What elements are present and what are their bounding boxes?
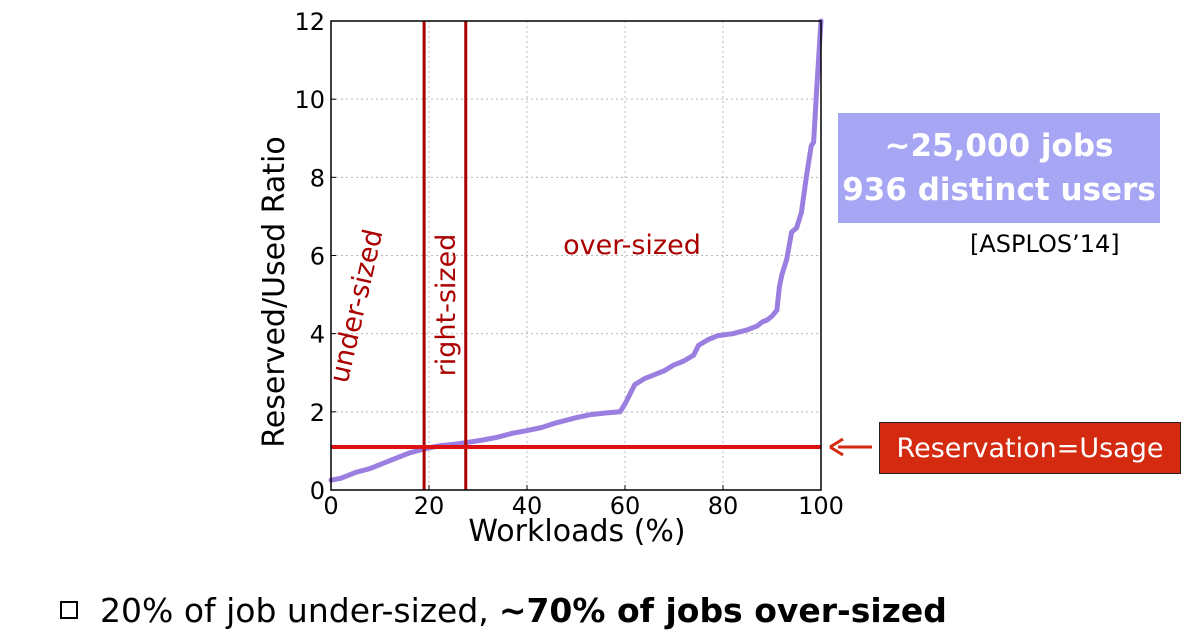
bullet-square-icon <box>60 601 78 619</box>
x-tick-label: 60 <box>610 492 641 520</box>
x-tick-label: 40 <box>512 492 543 520</box>
x-axis-label: Workloads (%) <box>468 514 685 549</box>
users-count: 936 distinct users <box>842 172 1156 208</box>
y-tick-label: 0 <box>310 477 325 505</box>
over-sized-label: over-sized <box>563 230 701 261</box>
y-axis-label: Reserved/Used Ratio <box>257 136 292 447</box>
bullet-point: 20% of job under-sized, ~70% of jobs ove… <box>60 585 947 635</box>
bullet-text: 20% of job under-sized, <box>100 590 489 630</box>
y-tick-label: 4 <box>310 321 325 349</box>
reference-lines <box>331 21 821 490</box>
tick-labels: 0 20 40 60 80 100 0 2 4 6 8 10 12 <box>294 8 843 520</box>
grid-lines <box>331 21 821 490</box>
y-tick-label: 2 <box>310 399 325 427</box>
y-tick-label: 8 <box>310 164 325 192</box>
x-tick-label: 0 <box>323 492 338 520</box>
citation: [ASPLOS’14] <box>970 230 1120 258</box>
callout-arrow <box>829 437 872 457</box>
x-tick-label: 80 <box>708 492 739 520</box>
right-sized-label: right-sized <box>431 234 462 377</box>
bullet-bold-text: ~70% of jobs over-sized <box>498 590 947 630</box>
jobs-count: ~25,000 jobs <box>884 128 1114 164</box>
x-tick-label: 20 <box>414 492 445 520</box>
reservation-usage-callout: Reservation=Usage <box>879 422 1181 474</box>
under-sized-label: under-sized <box>324 226 389 386</box>
y-tick-label: 12 <box>294 8 325 36</box>
y-tick-label: 10 <box>294 86 325 114</box>
y-tick-label: 6 <box>310 243 325 271</box>
x-tick-label: 100 <box>798 492 844 520</box>
callout-label: Reservation=Usage <box>896 432 1164 464</box>
dataset-stats-box: ~25,000 jobs 936 distinct users <box>838 113 1160 223</box>
